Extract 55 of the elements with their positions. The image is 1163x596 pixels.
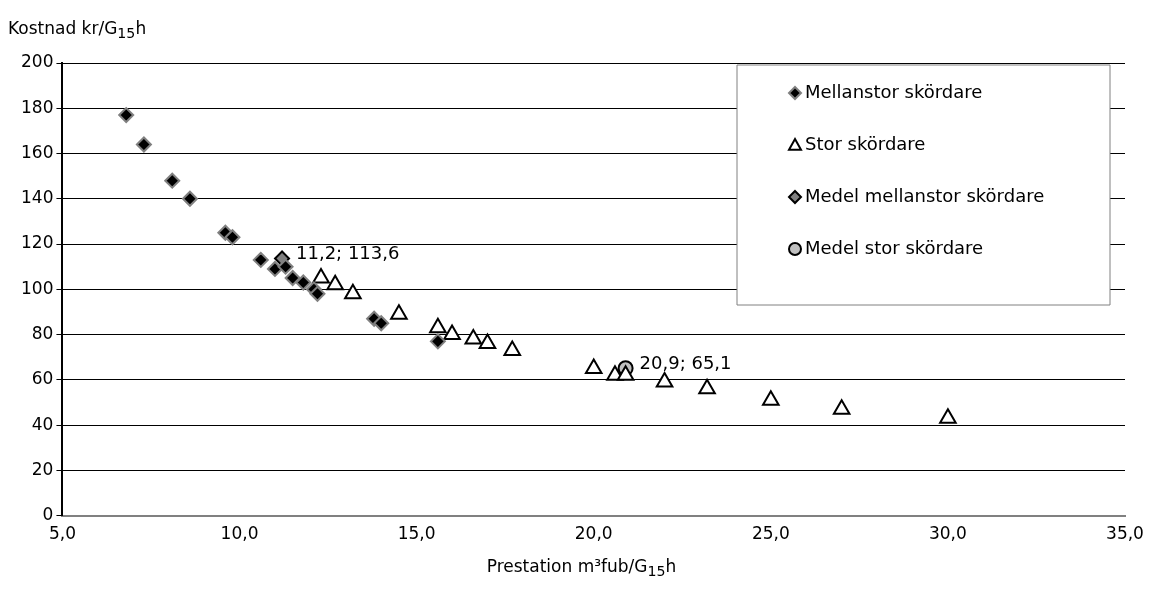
point: [584, 358, 603, 375]
y-tick-label: 120: [20, 232, 54, 253]
y-tick-label: 160: [20, 141, 54, 162]
point: [118, 107, 135, 124]
y-tick-label: 40: [31, 413, 54, 434]
point: [181, 190, 198, 207]
y-tick-label: 200: [20, 51, 54, 72]
x-tick-label: 10,0: [220, 523, 259, 544]
x-tick-label: 20,0: [574, 523, 613, 544]
y-axis-title: Kostnad kr/G$_{15}$h: [8, 18, 147, 42]
legend-label: Mellanstor skördare: [805, 80, 983, 102]
point: [503, 340, 522, 356]
point: [429, 333, 446, 350]
x-axis-title: Prestation m³fub/G$_{15}$h: [485, 556, 678, 580]
legend-label: Medel mellanstor skördare: [805, 184, 1045, 206]
y-tick-label: 60: [31, 368, 54, 389]
point: [266, 260, 283, 277]
point: [655, 372, 674, 388]
point: [224, 229, 241, 246]
point: [284, 269, 301, 286]
point: [312, 267, 330, 284]
x-tick-label: 30,0: [928, 523, 967, 544]
x-tick-label: 15,0: [397, 523, 436, 544]
point: [698, 378, 716, 395]
point: [277, 258, 294, 275]
point: [135, 136, 152, 153]
point: [832, 399, 851, 415]
point: [464, 329, 483, 345]
point: [616, 365, 635, 381]
x-tick-label: 25,0: [751, 523, 790, 544]
point: [373, 315, 390, 332]
x-tick-label: 35,0: [1106, 523, 1144, 544]
annotation: 11,2; 113,6: [296, 242, 400, 264]
x-tick-label: 5,0: [48, 523, 76, 544]
annotation: 20,9; 65,1: [639, 351, 732, 373]
point: [164, 172, 181, 189]
y-tick-label: 80: [31, 322, 54, 343]
legend-label: Stor skördare: [805, 132, 926, 154]
point: [344, 283, 362, 300]
point: [295, 274, 312, 291]
y-tick-label: 140: [20, 187, 54, 208]
point: [390, 304, 408, 320]
point: [309, 285, 326, 302]
point: [939, 408, 957, 424]
point: [443, 324, 461, 341]
y-tick-label: 20: [31, 458, 54, 479]
y-tick-label: 0: [42, 504, 54, 525]
point: [478, 333, 497, 350]
legend-label: Medel stor skördare: [805, 236, 984, 258]
point: [429, 317, 447, 334]
point: [326, 274, 344, 291]
point: [762, 390, 780, 406]
y-tick-label: 180: [20, 96, 54, 117]
y-tick-label: 100: [20, 277, 54, 298]
point: [252, 251, 269, 268]
